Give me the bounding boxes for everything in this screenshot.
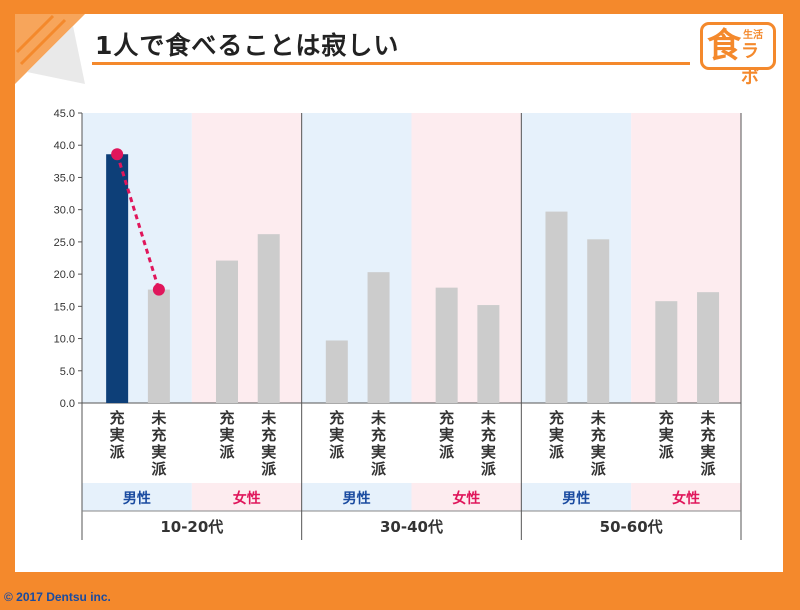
gender-band-male [82, 483, 192, 511]
gender-label: 女性 [452, 490, 480, 507]
category-label-char: 充 [151, 426, 166, 444]
category-label-char: 充 [701, 426, 716, 444]
category-label-char: 実 [110, 426, 125, 444]
category-label-char: 派 [591, 460, 607, 478]
bar-jujitsu [325, 340, 348, 403]
comparison-line [115, 153, 161, 291]
category-label-char: 充 [481, 426, 496, 444]
category-label-char: 実 [261, 443, 276, 461]
bar-mijujitsu [257, 234, 280, 403]
category-label-char: 実 [659, 426, 674, 444]
y-tick-label: 25.0 [54, 237, 75, 249]
y-tick-label: 0.0 [60, 398, 75, 410]
corner-fold-decoration [15, 14, 85, 84]
y-tick-label: 15.0 [54, 301, 75, 313]
category-label-char: 実 [481, 443, 496, 461]
bar-mijujitsu [477, 305, 500, 403]
gender-label: 男性 [123, 490, 151, 507]
category-label-char: 充 [659, 409, 674, 427]
category-label-char: 充 [549, 409, 564, 427]
category-label-char: 充 [591, 426, 606, 444]
category-label-char: 派 [659, 443, 675, 461]
logo-sub-text: 生活 [743, 30, 763, 41]
category-label-char: 派 [371, 460, 387, 478]
category-label-char: 実 [219, 426, 234, 444]
category-label-char: 充 [110, 409, 125, 427]
category-label-char: 充 [329, 409, 344, 427]
category-label-char: 派 [219, 443, 235, 461]
plot-band-female [631, 113, 741, 403]
gender-label: 男性 [562, 490, 590, 507]
category-label-char: 実 [371, 443, 386, 461]
category-label-char: 未 [590, 409, 607, 427]
bar-mijujitsu [147, 289, 170, 403]
category-label-char: 実 [329, 426, 344, 444]
bar-mijujitsu [367, 272, 390, 403]
bar-jujitsu [215, 260, 238, 403]
plot-band-female [411, 113, 522, 403]
category-label-char: 未 [370, 409, 387, 427]
y-tick-label: 45.0 [54, 108, 75, 120]
y-tick-label: 40.0 [54, 140, 75, 152]
bar-jujitsu [545, 211, 568, 403]
gender-label: 男性 [343, 490, 371, 507]
plot-band-male [521, 113, 632, 403]
bar-jujitsu [655, 301, 678, 403]
category-label-char: 実 [701, 443, 716, 461]
category-label-char: 充 [439, 409, 454, 427]
y-tick-label: 10.0 [54, 334, 75, 346]
logo: 食 生活 ラボ [700, 22, 776, 88]
category-label-char: 未 [480, 409, 497, 427]
gender-band-male [301, 483, 412, 511]
category-label-char: 未 [150, 409, 167, 427]
category-label-char: 派 [151, 460, 167, 478]
page-title: 1人で食べることは寂しい [95, 31, 400, 60]
gender-band-male [521, 483, 632, 511]
y-tick-label: 35.0 [54, 172, 75, 184]
comparison-dot [152, 283, 165, 296]
category-label-char: 派 [481, 460, 497, 478]
bar-mijujitsu [587, 239, 610, 403]
plot-band-female [191, 113, 302, 403]
gender-band-female [631, 483, 741, 511]
y-tick-label: 5.0 [60, 366, 75, 378]
category-label-char: 実 [439, 426, 454, 444]
category-label-char: 未 [700, 409, 717, 427]
gender-label: 女性 [233, 490, 261, 507]
bar-mijujitsu [697, 292, 720, 403]
category-label-char: 派 [329, 443, 345, 461]
category-label-char: 派 [261, 460, 277, 478]
copyright-text: © 2017 Dentsu inc. [4, 590, 111, 604]
category-label-char: 派 [439, 443, 455, 461]
category-label-char: 派 [701, 460, 717, 478]
logo-lab-text: ラボ [741, 41, 759, 88]
category-label-char: 未 [260, 409, 277, 427]
category-label-char: 実 [151, 443, 166, 461]
y-tick-label: 30.0 [54, 205, 75, 217]
category-label-char: 充 [371, 426, 386, 444]
category-label-char: 充 [261, 426, 276, 444]
plot-band-male [82, 113, 192, 403]
gender-band-female [191, 483, 302, 511]
age-group-label: 30-40代 [380, 518, 443, 536]
age-group-label: 10-20代 [160, 518, 223, 536]
bar-jujitsu [435, 287, 458, 403]
age-group-label: 50-60代 [600, 518, 663, 536]
title-underline [92, 62, 690, 65]
plot-band-male [301, 113, 412, 403]
category-label-char: 実 [549, 426, 564, 444]
logo-main-text: 食 [707, 26, 741, 66]
comparison-dot [111, 148, 124, 161]
category-label-char: 実 [591, 443, 606, 461]
gender-label: 女性 [672, 490, 700, 507]
category-label-char: 派 [549, 443, 565, 461]
bar-jujitsu [106, 154, 129, 403]
category-label-char: 派 [110, 443, 126, 461]
gender-band-female [411, 483, 522, 511]
y-tick-label: 20.0 [54, 269, 75, 281]
category-label-char: 充 [219, 409, 234, 427]
